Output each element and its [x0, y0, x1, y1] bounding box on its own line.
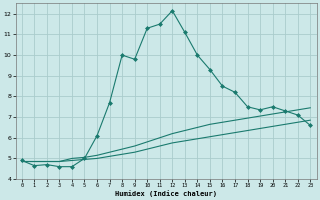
X-axis label: Humidex (Indice chaleur): Humidex (Indice chaleur)	[115, 190, 217, 197]
